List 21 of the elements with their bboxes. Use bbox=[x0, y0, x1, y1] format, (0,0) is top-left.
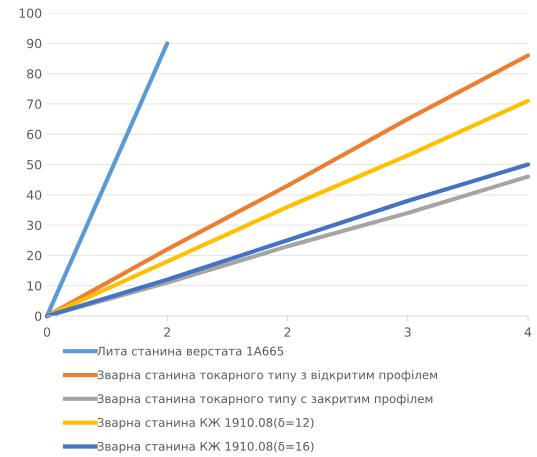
y-tick-label: 90 bbox=[27, 38, 42, 48]
legend-label: Зварна станина токарного типу с закритим профілем bbox=[98, 394, 432, 406]
x-tick-label: 4 bbox=[524, 327, 532, 337]
y-tick-label: 40 bbox=[26, 190, 42, 200]
y-tick-label: 0 bbox=[35, 311, 42, 321]
x-tick-label: 0 bbox=[44, 327, 50, 337]
x-tick-label: 3 bbox=[404, 327, 411, 337]
legend-label: Лита станина верстата 1А665 bbox=[97, 346, 284, 358]
y-tick-label: 100 bbox=[20, 8, 42, 18]
legend-label: Зварна станина КЖ 1910.08(δ=16) bbox=[98, 442, 314, 454]
x-tick-label: 2 bbox=[164, 327, 170, 337]
y-tick-label: 80 bbox=[27, 69, 42, 79]
y-tick-label: 60 bbox=[27, 130, 42, 140]
legend-label: Зварна станина КЖ 1910.08(δ=12) bbox=[98, 418, 314, 430]
y-tick-label: 30 bbox=[27, 220, 42, 230]
y-tick-label: 10 bbox=[28, 281, 42, 291]
x-tick-label: 2 bbox=[284, 327, 290, 337]
y-tick-label: 70 bbox=[27, 99, 42, 109]
legend-label: Зварна станина токарного типу з відкритим профілем bbox=[98, 370, 437, 382]
y-tick-label: 50 bbox=[27, 160, 42, 170]
y-tick-label: 20 bbox=[27, 250, 42, 260]
